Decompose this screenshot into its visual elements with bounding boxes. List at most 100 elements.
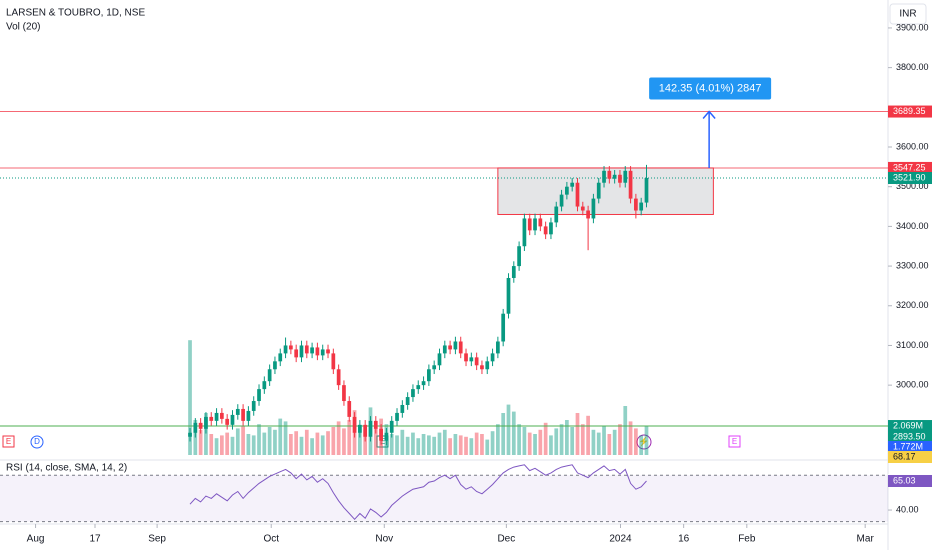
candle-body (501, 313, 506, 342)
earnings-icon[interactable] (728, 435, 741, 448)
candle-body (628, 170, 633, 199)
rsi-title: RSI (14, close, SMA, 14, 2) (6, 463, 127, 474)
volume-bar (363, 429, 368, 455)
currency-button[interactable] (889, 3, 927, 25)
candle-body (257, 389, 261, 402)
axis-badge (888, 105, 932, 118)
y-tick-label: 3000.00 (896, 380, 929, 390)
volume-bar (278, 418, 283, 455)
volume-bar (559, 424, 564, 455)
volume-bar (225, 432, 230, 455)
candle-body (538, 218, 543, 227)
volume-bar (448, 438, 452, 455)
candle-body (458, 341, 463, 354)
candle-body (596, 182, 601, 199)
candle-body (411, 389, 415, 398)
y-tick-label: 3100.00 (896, 340, 929, 350)
axis-badge (888, 420, 932, 433)
volume-bar (342, 428, 346, 455)
x-tick-label: Oct (263, 534, 279, 545)
candle-body (559, 194, 564, 207)
y-tick-label: 3500.00 (896, 181, 929, 191)
candle-body (469, 357, 474, 362)
volume-bar (469, 438, 474, 455)
volume-bar (262, 432, 267, 455)
volume-bar (458, 435, 463, 455)
volume-bar (273, 429, 277, 455)
volume-bar (490, 431, 495, 455)
volume-bar (591, 429, 596, 455)
volume-bar (549, 435, 553, 455)
volume-bar (411, 432, 415, 455)
candle-body (241, 408, 245, 421)
candle-body (464, 353, 468, 362)
main-pane: 142.35 (4.01%) 2847 (0, 77, 888, 455)
candle-body (405, 397, 410, 405)
volume-bar (358, 427, 362, 455)
candle-body (437, 353, 442, 366)
event-icon[interactable] (636, 434, 652, 450)
volume-bar (612, 429, 617, 455)
volume-title: Vol (20) (6, 22, 40, 33)
measure-label-box (649, 77, 772, 100)
candle-body (204, 416, 208, 429)
x-tick-label: Mar (857, 534, 875, 545)
candle-body (533, 218, 537, 231)
volume-bar (214, 438, 219, 455)
y-tick-label: 3200.00 (896, 300, 929, 310)
volume-bar (527, 432, 532, 455)
candle-body (220, 412, 224, 419)
volume-bar (506, 404, 511, 455)
candle-body (188, 432, 192, 437)
candle-body (379, 428, 383, 441)
svg-text:⚡: ⚡ (638, 435, 649, 447)
volume-bar (188, 340, 192, 455)
volume-bar (474, 432, 479, 455)
axis-badge (888, 441, 932, 453)
axis-badge-label: 3689.35 (893, 106, 926, 116)
rsi-badge (888, 474, 932, 487)
volume-bar (580, 424, 585, 455)
volume-bar (437, 432, 442, 455)
svg-text:E: E (732, 437, 737, 446)
volume-bar (336, 421, 341, 455)
candle-body (315, 347, 320, 356)
volume-bar (644, 426, 649, 455)
axis-badge (888, 451, 932, 463)
currency[interactable]: INR (899, 9, 916, 20)
svg-text:E: E (380, 437, 385, 446)
candle-body (543, 226, 548, 235)
candle-body (453, 341, 458, 350)
volume-bar (554, 428, 559, 455)
axis-badge (888, 431, 932, 443)
measure-label: 142.35 (4.01%) 2847 (659, 82, 762, 94)
candle-body (421, 381, 426, 386)
volume-bar (517, 424, 521, 455)
candle-body (304, 345, 309, 354)
earnings-icon[interactable] (2, 435, 15, 448)
volume-bar (607, 434, 612, 455)
volume-bar (511, 411, 516, 455)
x-tick-label: Nov (375, 534, 393, 545)
x-tick-label: 2024 (609, 534, 632, 545)
chart-title: LARSEN & TOUBRO, 1D, NSE (6, 8, 145, 19)
candle-body (363, 424, 368, 437)
candle-body (246, 410, 251, 421)
x-tick-label: Feb (738, 534, 756, 545)
volume-bar (623, 406, 628, 455)
x-tick-label: 16 (678, 534, 690, 545)
volume-bar (246, 434, 251, 455)
candle-body (607, 170, 612, 179)
candle-body (310, 347, 314, 354)
dividend-icon[interactable] (30, 435, 44, 449)
volume-bar (485, 439, 490, 455)
volume-bar (257, 424, 261, 455)
volume-bar (299, 436, 304, 455)
candle-body (554, 206, 559, 223)
axis-badge (888, 161, 932, 174)
candle-body (490, 353, 495, 362)
volume-bar (220, 435, 224, 455)
volume-bar (432, 436, 437, 455)
candle-body (506, 277, 511, 314)
